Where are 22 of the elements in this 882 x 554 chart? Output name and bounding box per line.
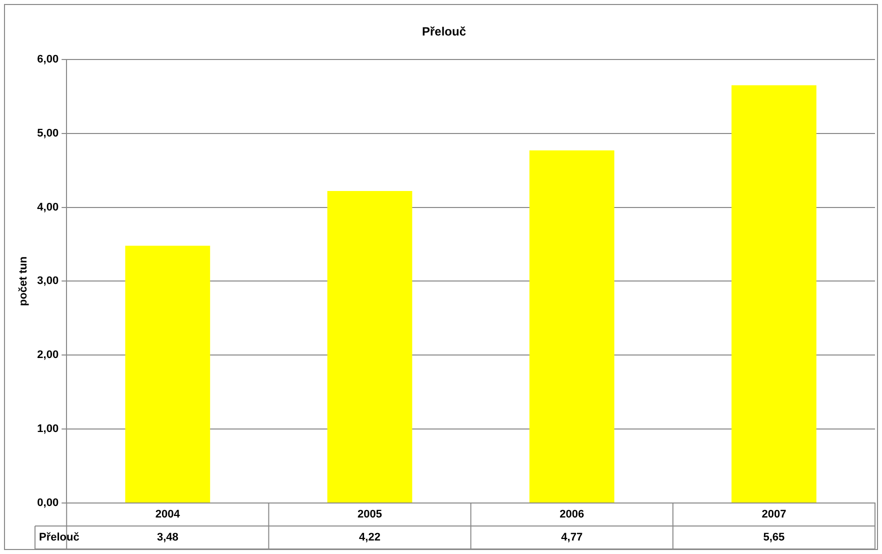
x-tick-label: 2004 <box>155 508 181 521</box>
bar <box>327 191 412 502</box>
y-tick-label: 5,00 <box>37 127 59 140</box>
y-tick-label: 1,00 <box>37 423 59 436</box>
y-tick-label: 6,00 <box>37 53 59 66</box>
data-label: 3,48 <box>156 532 178 544</box>
bar <box>529 150 614 502</box>
x-tick-label: 2006 <box>560 508 584 521</box>
x-tick-label: 2007 <box>762 508 786 521</box>
chart-title: Přelouč <box>422 24 466 39</box>
data-label: 4,22 <box>359 532 380 544</box>
data-label: 5,65 <box>763 532 785 544</box>
y-axis-title: počet tun <box>18 256 30 306</box>
y-tick-label: 4,00 <box>37 201 59 214</box>
y-tick-label: 0,00 <box>37 497 59 510</box>
text: Přelouč <box>39 532 80 544</box>
y-tick-label: 2,00 <box>37 349 59 362</box>
bar <box>125 246 210 502</box>
bar <box>732 85 816 502</box>
x-tick-label: 2005 <box>358 508 382 521</box>
data-label: 4,77 <box>561 532 583 544</box>
y-tick-label: 3,00 <box>37 275 59 288</box>
